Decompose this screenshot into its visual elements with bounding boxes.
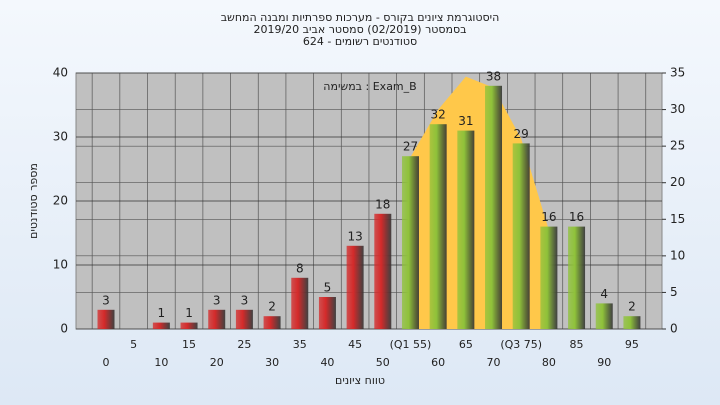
data-label: 8 <box>296 261 304 275</box>
x-tick-label: 5 <box>130 338 137 351</box>
x-tick-label: 25 <box>237 338 251 351</box>
annotation: Exam_B : במשימה <box>323 80 416 93</box>
data-label: 29 <box>514 127 529 141</box>
x-tick-label: 95 <box>625 338 639 351</box>
x-tick-label: 50 <box>376 356 390 369</box>
data-label: 18 <box>375 197 390 211</box>
bar <box>374 213 392 329</box>
data-label: 5 <box>324 281 332 295</box>
x-tick-label: 90 <box>597 356 611 369</box>
bar <box>318 297 336 329</box>
bar <box>401 156 419 329</box>
x-axis-label: טווח ציונים <box>335 374 385 387</box>
data-label: 2 <box>268 300 276 314</box>
y-tick-label: 30 <box>53 130 68 144</box>
y2-tick-label: 25 <box>670 139 685 153</box>
data-label: 3 <box>102 293 110 307</box>
x-tick-label: (Q3 75) <box>500 338 542 351</box>
data-label: 27 <box>403 140 418 154</box>
x-tick-label: 15 <box>182 338 196 351</box>
x-tick-label: 80 <box>542 356 556 369</box>
y-tick-label: 40 <box>53 66 68 80</box>
x-tick-label: 45 <box>348 338 362 351</box>
x-tick-label: 35 <box>293 338 307 351</box>
bar <box>429 124 447 329</box>
y2-tick-label: 15 <box>670 212 685 226</box>
x-tick-label: 40 <box>320 356 334 369</box>
y-axis-label: מספר סטודנטים <box>27 163 40 239</box>
y-tick-label: 10 <box>53 258 68 272</box>
y-tick-label: 0 <box>60 322 68 336</box>
y2-tick-label: 10 <box>670 248 685 262</box>
bar <box>152 322 170 329</box>
bar <box>568 226 586 329</box>
bar <box>180 322 198 329</box>
bar <box>235 309 253 329</box>
bar <box>485 85 503 329</box>
data-label: 13 <box>347 229 362 243</box>
bar <box>595 303 613 329</box>
y2-tick-label: 35 <box>670 66 685 80</box>
data-label: 4 <box>600 287 608 301</box>
chart-subtitle: בסמסטר (02/2019) סמסטר אביב 2019/20 <box>253 23 466 36</box>
x-tick-label: 60 <box>431 356 445 369</box>
data-label: 38 <box>486 69 501 83</box>
plot-layer: 0102030400510152025303503510115120325330… <box>53 66 686 370</box>
bar <box>512 143 530 329</box>
x-tick-label: 10 <box>154 356 168 369</box>
bar <box>623 316 641 329</box>
x-tick-label: (Q1 55) <box>390 338 432 351</box>
y2-tick-label: 5 <box>670 285 678 299</box>
bar <box>346 245 364 329</box>
data-label: 1 <box>185 306 193 320</box>
data-label: 31 <box>458 114 473 128</box>
chart-subtitle: סטודנטים רשומים - 624 <box>303 35 417 48</box>
data-label: 2 <box>628 300 636 314</box>
x-tick-label: 20 <box>210 356 224 369</box>
data-label: 3 <box>241 293 249 307</box>
bar <box>457 130 475 329</box>
data-label: 16 <box>569 210 584 224</box>
y2-tick-label: 30 <box>670 102 685 116</box>
bar <box>263 316 281 329</box>
bar <box>540 226 558 329</box>
data-label: 16 <box>541 210 556 224</box>
chart-title: היסטוגרמת ציונים בקורס - מערכות ספרתיות … <box>221 11 500 24</box>
y2-tick-label: 0 <box>670 322 678 336</box>
x-tick-label: 70 <box>487 356 501 369</box>
bar <box>97 309 115 329</box>
x-tick-label: 30 <box>265 356 279 369</box>
y-tick-label: 20 <box>53 194 68 208</box>
x-tick-label: 85 <box>570 338 584 351</box>
bar <box>208 309 226 329</box>
y2-tick-label: 20 <box>670 175 685 189</box>
bar <box>291 277 309 329</box>
data-label: 1 <box>158 306 166 320</box>
x-tick-label: 65 <box>459 338 473 351</box>
x-tick-label: 0 <box>103 356 110 369</box>
data-label: 3 <box>213 293 221 307</box>
data-label: 32 <box>431 108 446 122</box>
